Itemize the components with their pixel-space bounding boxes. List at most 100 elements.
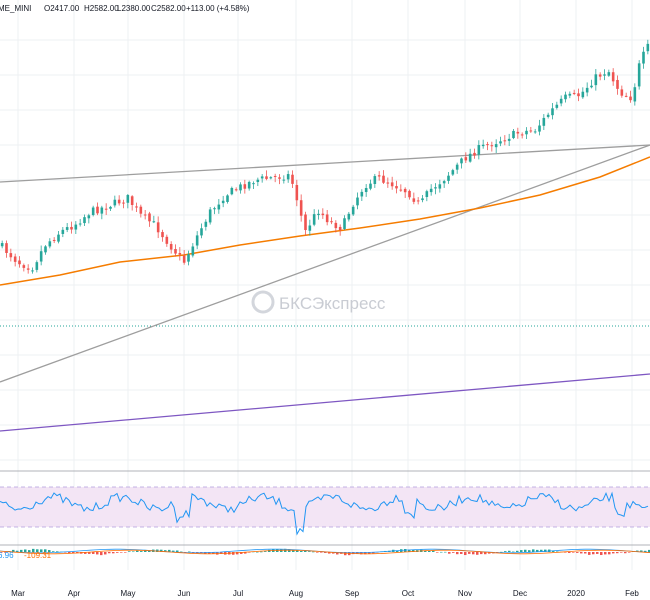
candles — [0, 39, 650, 274]
candle-body — [126, 195, 130, 203]
macd-histogram-bar — [64, 552, 67, 553]
macd-histogram-bar — [608, 552, 611, 555]
candle-body — [152, 221, 156, 223]
candle-body — [455, 164, 459, 170]
legend-close: C2582.00 — [151, 4, 186, 13]
candle-body — [642, 51, 645, 64]
candle-body — [13, 256, 17, 262]
candle-body — [78, 223, 82, 225]
macd-histogram-bar — [488, 552, 491, 554]
candle-body — [130, 196, 134, 205]
macd-histogram-bar — [472, 552, 475, 555]
macd-histogram-bar — [196, 552, 199, 553]
candle-body — [460, 158, 463, 164]
support-trendline — [0, 144, 650, 383]
macd-histogram-bar — [504, 551, 507, 552]
candle-body — [65, 227, 69, 230]
candle-body — [620, 89, 624, 96]
candle-body — [187, 254, 190, 262]
macd-histogram-bar — [300, 551, 303, 552]
candle-body — [408, 190, 411, 198]
macd-histogram-bar — [432, 550, 435, 552]
macd-histogram-bar — [124, 552, 127, 553]
candle-body — [499, 141, 502, 144]
watermark: БКСЭкспресс — [251, 290, 386, 314]
candle-body — [616, 79, 619, 89]
candle-body — [577, 93, 580, 97]
x-tick-label: May — [120, 589, 135, 598]
candle-body — [434, 187, 437, 189]
macd-histogram-bar — [48, 550, 51, 552]
candle-body — [252, 183, 255, 185]
macd-histogram-bar — [440, 551, 443, 553]
macd-histogram-bar — [468, 552, 471, 554]
macd-histogram-bar — [448, 552, 451, 554]
macd-histogram-bar — [516, 550, 519, 552]
candle-body — [5, 243, 8, 253]
candle-body — [87, 215, 91, 219]
macd-histogram-bar — [68, 552, 71, 554]
candle-body — [52, 239, 56, 241]
candle-body — [35, 262, 39, 270]
macd-histogram-bar — [304, 550, 307, 552]
macd-histogram-bar — [168, 549, 171, 552]
macd-histogram-bar — [552, 550, 555, 552]
macd-histogram-bar — [264, 551, 267, 552]
candle-body — [425, 191, 429, 198]
macd-histogram-bar — [532, 549, 535, 552]
macd-histogram-bar — [4, 552, 7, 553]
candle-body — [48, 241, 52, 247]
candle-body — [234, 189, 238, 191]
macd-histogram-bar — [572, 552, 575, 553]
candle-body — [624, 95, 628, 97]
candle-body — [9, 253, 13, 258]
candle-body — [555, 104, 559, 108]
candle-body — [317, 213, 320, 216]
candle-body — [386, 182, 390, 184]
macd-histogram-bar — [12, 549, 15, 552]
x-tick-label: Feb — [625, 589, 639, 598]
macd-histogram-bar — [396, 550, 399, 552]
macd-histogram-bar — [620, 552, 623, 553]
legend-low: L2380.00 — [117, 4, 151, 13]
macd-histogram-bar — [188, 551, 191, 553]
long-term-trendline — [0, 373, 650, 432]
macd-histogram-bar — [28, 550, 31, 552]
macd-histogram-bar — [100, 552, 103, 556]
candle-body — [503, 140, 507, 142]
watermark-logo-icon — [251, 290, 275, 314]
x-tick-label: 2020 — [567, 589, 585, 598]
x-tick-label: Nov — [458, 589, 472, 598]
x-tick-label: Jun — [178, 589, 191, 598]
candle-body — [399, 189, 403, 191]
macd-histogram-bar — [112, 552, 115, 554]
watermark-text: БКСЭкспресс — [279, 294, 386, 313]
macd-histogram-bar — [176, 550, 179, 552]
resistance-trendline — [0, 144, 650, 183]
macd-histogram-bar — [588, 552, 591, 555]
macd-histogram-bar — [220, 552, 223, 554]
candle-body — [377, 175, 381, 177]
candle-body — [486, 144, 489, 146]
macd-histogram-bar — [312, 551, 315, 553]
candle-body — [564, 94, 567, 100]
candle-body — [57, 234, 60, 242]
candle-body — [516, 131, 520, 134]
candle-body — [295, 185, 299, 201]
candle-body — [369, 183, 372, 189]
candle-body — [161, 232, 164, 238]
candle-body — [603, 74, 606, 76]
macd-histogram-bar — [580, 552, 583, 554]
macd-histogram-bar — [536, 549, 539, 552]
macd-histogram-bar — [180, 551, 183, 553]
macd-histogram-bar — [52, 551, 55, 552]
candle-body — [334, 222, 338, 229]
candle-body — [96, 206, 99, 214]
macd-histogram-bar — [540, 549, 543, 552]
macd-histogram-bar — [600, 552, 603, 556]
candle-body — [590, 85, 593, 88]
x-tick-label: Mar — [11, 589, 25, 598]
macd-histogram-bar — [116, 552, 119, 553]
candle-body — [633, 87, 637, 102]
candle-body — [226, 195, 229, 202]
